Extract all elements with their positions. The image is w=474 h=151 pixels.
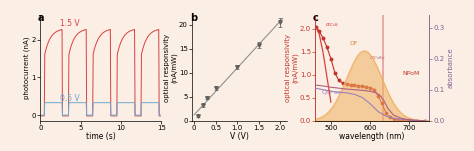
Y-axis label: absorbance: absorbance bbox=[447, 48, 453, 88]
Y-axis label: photocurrent (nA): photocurrent (nA) bbox=[24, 37, 30, 99]
Text: c: c bbox=[313, 13, 319, 23]
Text: 1.5 V: 1.5 V bbox=[61, 19, 80, 28]
X-axis label: wavelength (nm): wavelength (nm) bbox=[339, 132, 405, 141]
Text: DF: DF bbox=[349, 41, 358, 46]
Text: 0.5 V: 0.5 V bbox=[61, 94, 80, 103]
Text: b: b bbox=[190, 13, 197, 23]
Text: QD sol: QD sol bbox=[322, 89, 343, 94]
Y-axis label: optical responsivity
(nA/mW): optical responsivity (nA/mW) bbox=[164, 34, 177, 102]
Text: a: a bbox=[38, 13, 45, 23]
Text: $\alpha_{CdSe}$: $\alpha_{CdSe}$ bbox=[369, 55, 386, 62]
Y-axis label: optical responsivity
(nA/mW): optical responsivity (nA/mW) bbox=[285, 34, 299, 102]
Text: NPoM: NPoM bbox=[403, 71, 420, 76]
Text: $\alpha_{CdS}$: $\alpha_{CdS}$ bbox=[326, 21, 340, 29]
X-axis label: time (s): time (s) bbox=[86, 132, 116, 141]
X-axis label: V (V): V (V) bbox=[230, 132, 249, 141]
